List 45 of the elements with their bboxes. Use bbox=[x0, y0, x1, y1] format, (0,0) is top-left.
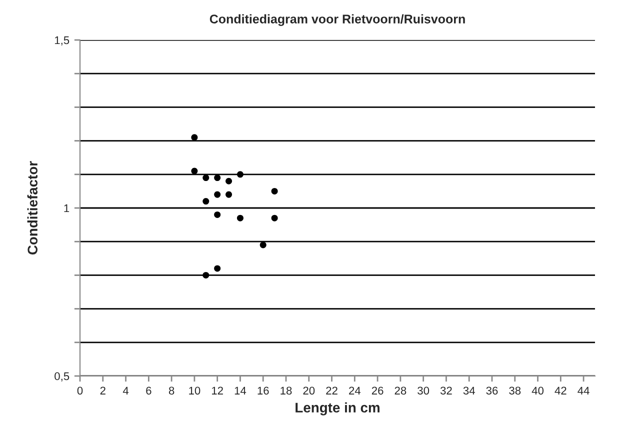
x-tick-label: 2 bbox=[100, 386, 106, 394]
x-tick-label: 42 bbox=[554, 386, 566, 394]
x-tick-label: 44 bbox=[578, 386, 590, 394]
x-tick-label: 4 bbox=[122, 386, 129, 394]
point bbox=[191, 134, 198, 141]
chart-title: Conditiediagram voor Rietvoorn/Ruisvoorn bbox=[210, 14, 465, 26]
point bbox=[214, 211, 221, 218]
point bbox=[226, 178, 232, 184]
point bbox=[191, 168, 198, 174]
x-tick-label: 38 bbox=[509, 386, 521, 395]
x-tick-label: 36 bbox=[486, 386, 498, 395]
x-tick-label: 22 bbox=[326, 386, 338, 394]
y-axis-title: Conditiefactor bbox=[27, 161, 38, 254]
x-tick-label: 28 bbox=[394, 386, 406, 395]
x-tick-label: 18 bbox=[280, 386, 292, 395]
x-tick-label: 12 bbox=[212, 386, 223, 394]
x-axis-title: Lengte in cm bbox=[296, 402, 380, 416]
point bbox=[214, 174, 221, 182]
x-tick-label: 24 bbox=[349, 386, 361, 394]
x-tick-label: 8 bbox=[168, 386, 174, 395]
point bbox=[214, 191, 221, 198]
point bbox=[202, 198, 210, 205]
point bbox=[202, 272, 210, 278]
x-tick-label: 0 bbox=[77, 386, 83, 395]
point bbox=[271, 214, 278, 222]
x-tick-label: 10 bbox=[189, 386, 200, 395]
x-tick-label: 20 bbox=[303, 386, 315, 395]
x-tick-label: 40 bbox=[532, 386, 544, 395]
x-tick-label: 34 bbox=[463, 386, 475, 395]
x-tick-label: 32 bbox=[440, 386, 452, 395]
x-tick-label: 14 bbox=[234, 386, 246, 394]
point bbox=[236, 214, 244, 222]
point bbox=[214, 265, 221, 272]
x-tick-label: 30 bbox=[418, 386, 430, 395]
x-tick-label: 26 bbox=[372, 386, 384, 395]
point bbox=[202, 174, 210, 182]
x-tick-label: 16 bbox=[258, 386, 269, 395]
y-tick-label: 1,5 bbox=[54, 36, 70, 46]
point bbox=[236, 171, 244, 178]
point bbox=[260, 242, 266, 248]
y-tick-label: 0,5 bbox=[54, 372, 70, 382]
point bbox=[226, 191, 232, 198]
x-tick-label: 6 bbox=[146, 386, 152, 395]
point bbox=[271, 188, 278, 194]
y-tick-label: 1 bbox=[64, 204, 70, 212]
